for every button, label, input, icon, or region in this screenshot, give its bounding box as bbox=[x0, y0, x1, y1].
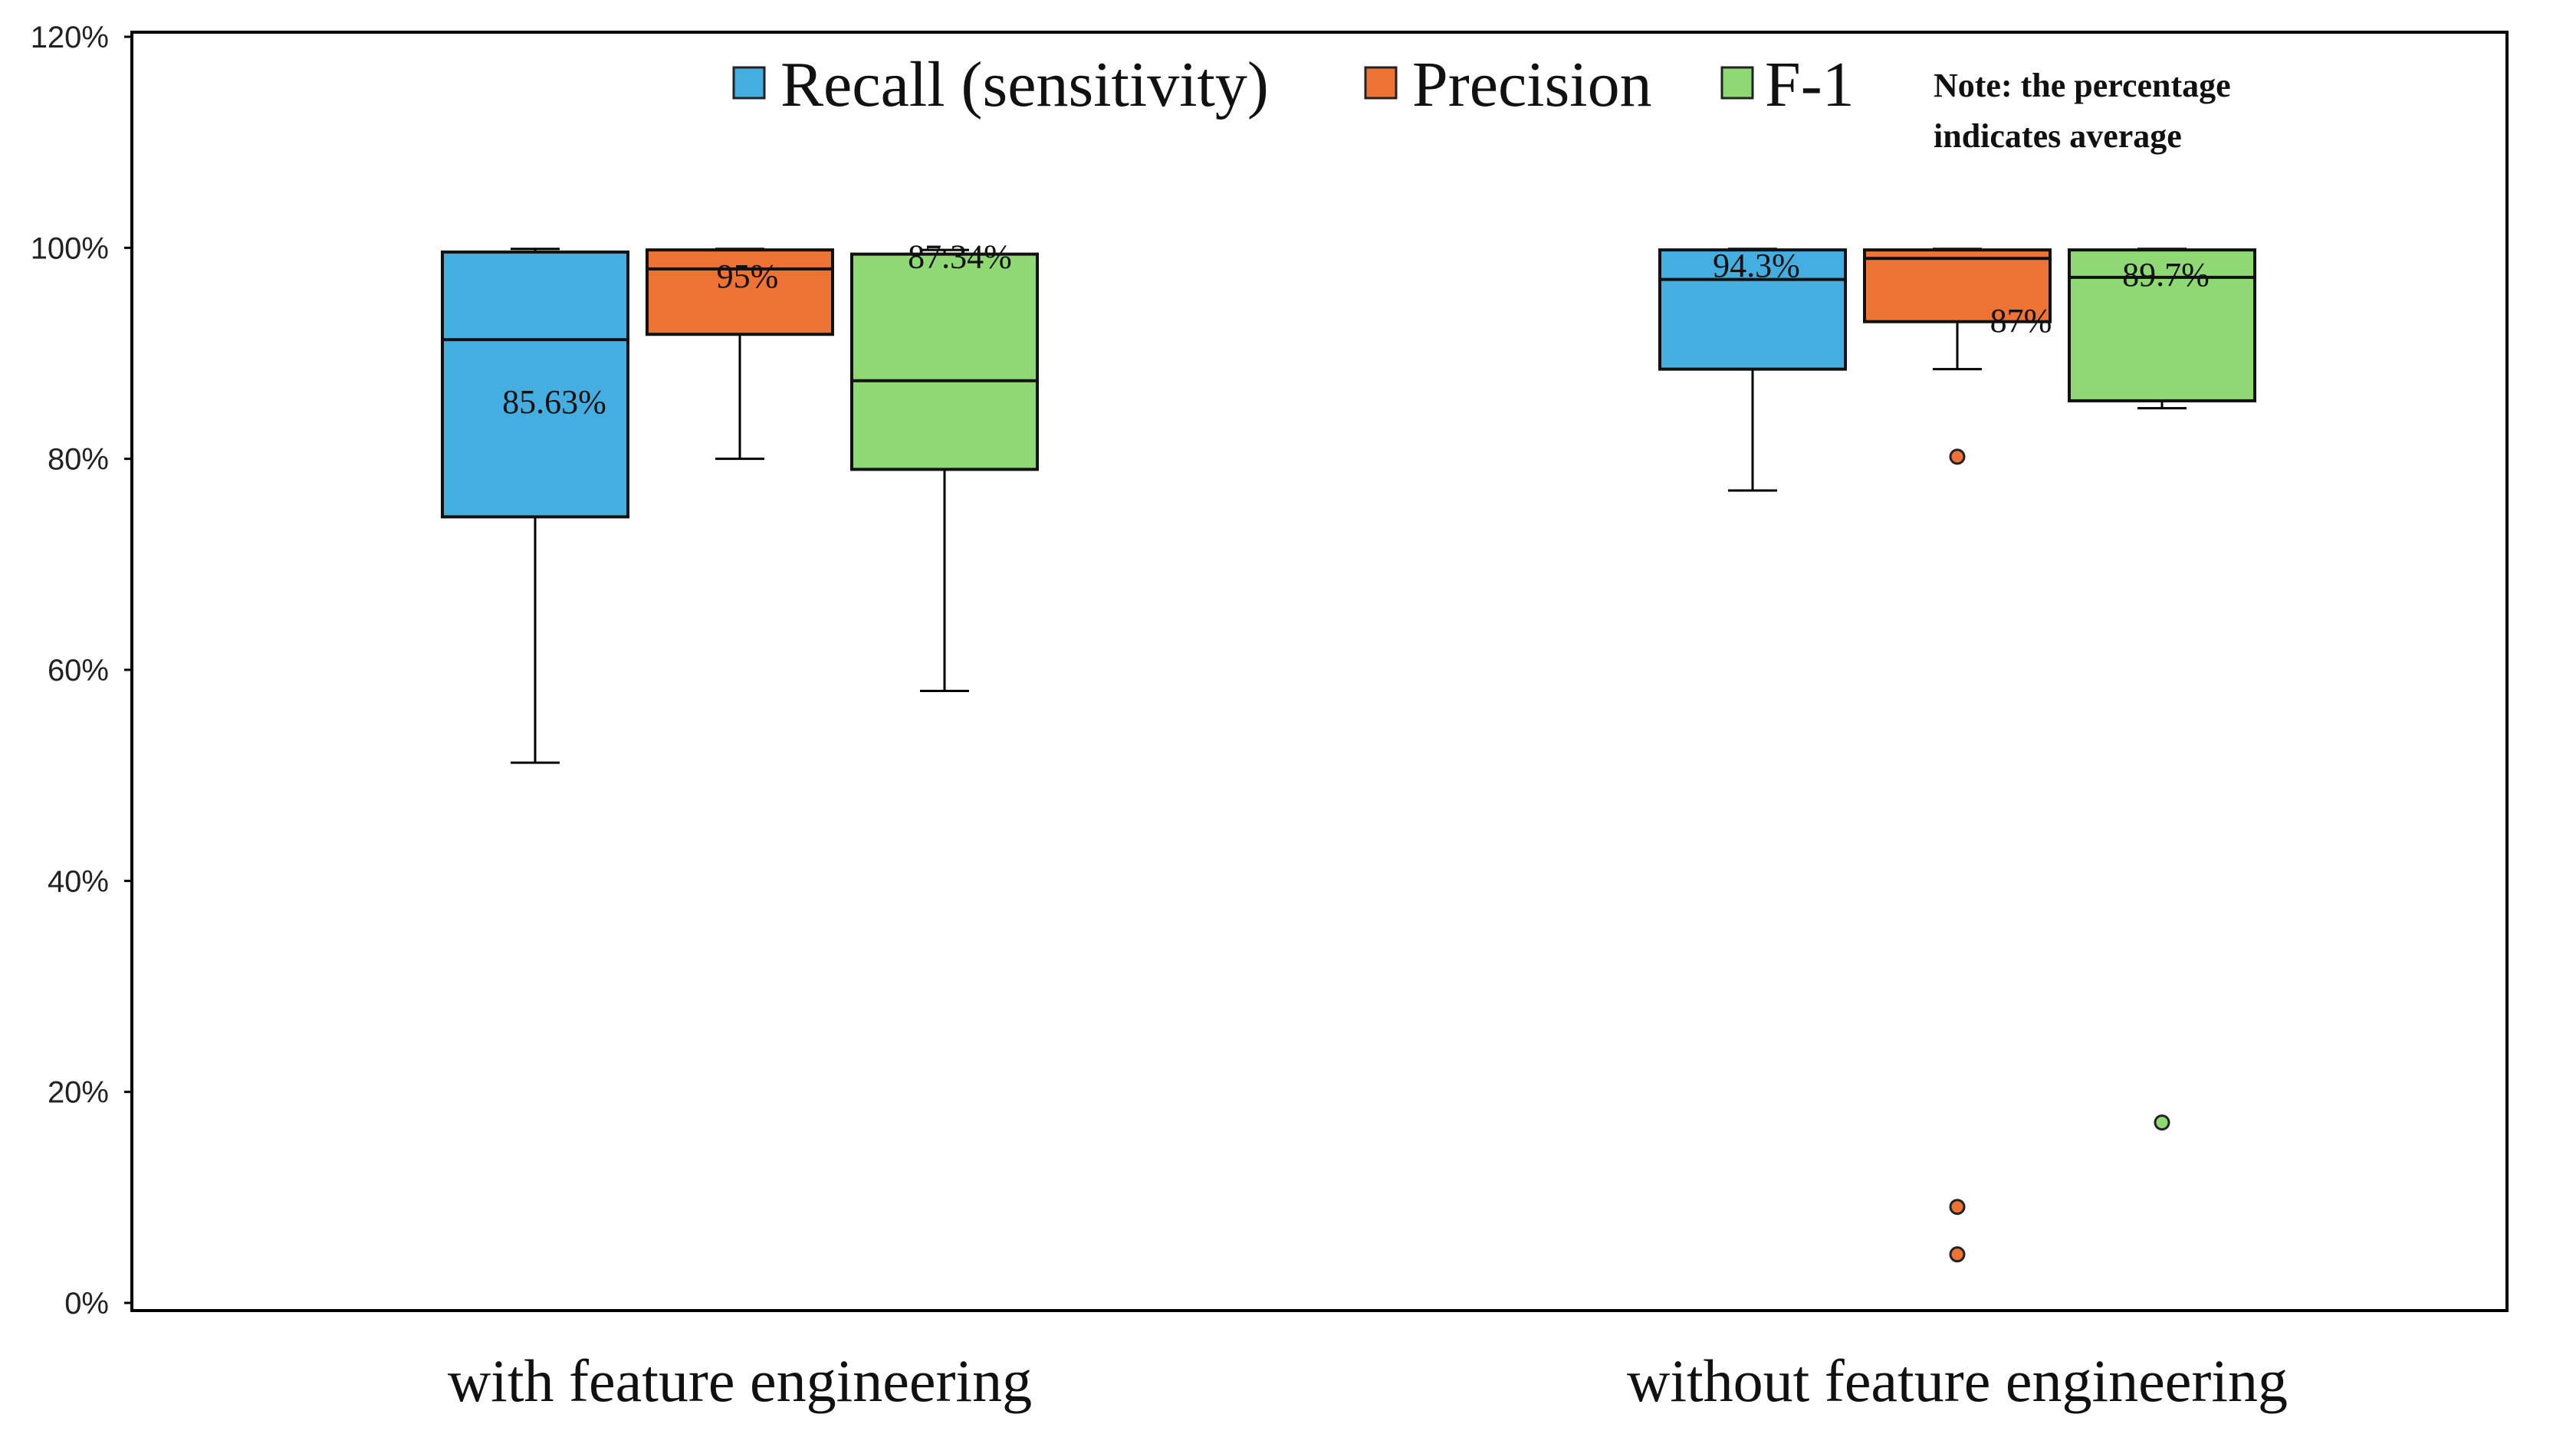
mean-label: 94.3% bbox=[1713, 247, 1800, 284]
mean-label: 95% bbox=[717, 258, 779, 295]
legend-swatch-precision bbox=[1364, 66, 1398, 100]
box-body bbox=[1658, 248, 1847, 371]
box-series: 85.63% 94.3% 95% 87% 87.34% 89.7% bbox=[441, 238, 2256, 1263]
mean-label: 89.7% bbox=[2122, 256, 2210, 294]
legend-swatch-recall bbox=[732, 66, 766, 100]
y-tick-label: 0% bbox=[64, 1287, 109, 1321]
legend-label-f1: F-1 bbox=[1765, 49, 1855, 120]
plot-area-border bbox=[130, 31, 2509, 1312]
box-0-1: 94.3% bbox=[1658, 247, 1847, 492]
legend-label-recall: Recall (sensitivity) bbox=[780, 49, 1269, 120]
mean-label: 87.34% bbox=[908, 238, 1012, 276]
outlier-point bbox=[2154, 1114, 2170, 1131]
y-tick-label: 20% bbox=[48, 1076, 109, 1110]
mean-label: 85.63% bbox=[502, 383, 606, 421]
box-body bbox=[850, 252, 1039, 471]
box-2-0: 87.34% bbox=[850, 238, 1039, 693]
y-tick-label: 100% bbox=[31, 231, 109, 265]
legend-label-precision: Precision bbox=[1412, 49, 1652, 120]
note-line-1: Note: the percentage bbox=[1934, 67, 2231, 104]
box-0-0: 85.63% bbox=[441, 248, 629, 764]
y-tick-label: 120% bbox=[31, 21, 109, 54]
box-1-0: 95% bbox=[646, 248, 834, 461]
category-labels: with feature engineering without feature … bbox=[448, 1347, 2288, 1414]
note-line-2: indicates average bbox=[1934, 117, 2182, 155]
box-body bbox=[2068, 248, 2256, 402]
box-2-1: 89.7% bbox=[2068, 248, 2256, 1131]
outlier-point bbox=[1949, 448, 1966, 465]
box-body bbox=[441, 250, 629, 519]
note: Note: the percentage indicates average bbox=[1934, 67, 2231, 155]
y-axis: 0% 20% 40% 60% 80% 100% 120% bbox=[31, 21, 132, 1321]
category-label: without feature engineering bbox=[1627, 1347, 2288, 1414]
mean-label: 87% bbox=[1990, 302, 2052, 340]
y-tick-label: 40% bbox=[48, 865, 109, 898]
box-body bbox=[1863, 248, 2052, 323]
box-1-1: 87% bbox=[1863, 248, 2052, 1263]
box-body bbox=[646, 248, 834, 336]
y-tick-label: 60% bbox=[48, 654, 109, 687]
category-label: with feature engineering bbox=[448, 1347, 1032, 1414]
legend: Recall (sensitivity) Precision F-1 bbox=[732, 49, 1855, 120]
y-tick-label: 80% bbox=[48, 443, 109, 477]
outlier-point bbox=[1949, 1246, 1966, 1263]
outlier-point bbox=[1949, 1199, 1966, 1216]
legend-swatch-f1 bbox=[1720, 66, 1754, 100]
